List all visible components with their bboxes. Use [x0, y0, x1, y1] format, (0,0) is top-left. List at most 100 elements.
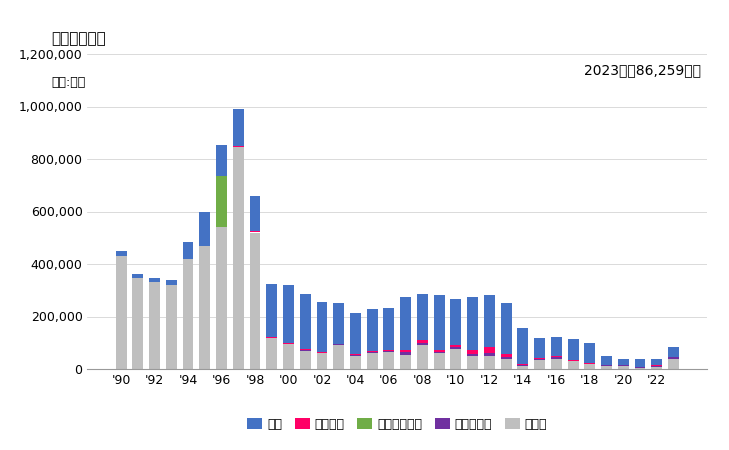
Bar — [182, 259, 193, 369]
Bar — [149, 279, 160, 283]
Bar — [333, 346, 344, 369]
Bar — [635, 368, 645, 369]
Bar — [166, 285, 176, 369]
Bar — [300, 294, 311, 349]
Bar — [518, 365, 529, 366]
Bar — [417, 294, 428, 340]
Bar — [182, 242, 193, 259]
Bar — [199, 246, 210, 369]
Bar — [216, 227, 227, 369]
Bar — [651, 359, 662, 365]
Bar — [417, 343, 428, 346]
Bar — [568, 338, 579, 360]
Bar — [216, 176, 227, 227]
Bar — [400, 351, 411, 352]
Bar — [551, 356, 562, 357]
Bar — [501, 303, 512, 354]
Bar — [484, 295, 495, 347]
Bar — [534, 358, 545, 359]
Text: 単位:平米: 単位:平米 — [51, 76, 85, 90]
Bar — [233, 109, 243, 146]
Bar — [651, 367, 662, 369]
Bar — [635, 359, 645, 367]
Bar — [316, 353, 327, 369]
Bar — [467, 356, 478, 369]
Bar — [484, 347, 495, 353]
Bar — [316, 302, 327, 351]
Bar — [551, 359, 562, 369]
Bar — [233, 147, 243, 369]
Bar — [585, 343, 596, 363]
Bar — [501, 354, 512, 357]
Bar — [166, 280, 176, 285]
Bar — [518, 366, 529, 369]
Bar — [434, 353, 445, 369]
Bar — [451, 345, 461, 347]
Bar — [367, 353, 378, 369]
Bar — [601, 356, 612, 365]
Bar — [451, 347, 461, 349]
Bar — [618, 359, 628, 365]
Bar — [585, 363, 596, 364]
Bar — [417, 340, 428, 343]
Bar — [568, 360, 579, 361]
Bar — [367, 352, 378, 353]
Bar — [350, 355, 361, 356]
Bar — [618, 366, 628, 369]
Bar — [434, 295, 445, 350]
Bar — [501, 359, 512, 369]
Bar — [484, 353, 495, 356]
Bar — [249, 196, 260, 231]
Bar — [199, 212, 210, 246]
Bar — [333, 343, 344, 344]
Bar — [518, 364, 529, 365]
Bar — [601, 366, 612, 369]
Bar — [350, 356, 361, 369]
Bar — [417, 346, 428, 369]
Bar — [300, 350, 311, 351]
Bar — [350, 354, 361, 355]
Bar — [350, 313, 361, 354]
Bar — [383, 308, 394, 350]
Bar — [383, 350, 394, 351]
Bar — [333, 344, 344, 346]
Bar — [367, 309, 378, 351]
Bar — [434, 352, 445, 353]
Bar — [283, 343, 294, 344]
Bar — [501, 357, 512, 359]
Bar — [249, 231, 260, 233]
Bar — [149, 283, 160, 369]
Bar — [451, 349, 461, 369]
Bar — [518, 328, 529, 364]
Bar — [484, 356, 495, 369]
Bar — [534, 338, 545, 358]
Bar — [585, 364, 596, 369]
Bar — [668, 357, 679, 359]
Bar — [383, 352, 394, 369]
Text: 2023年：86,259平米: 2023年：86,259平米 — [584, 63, 701, 77]
Bar — [551, 357, 562, 359]
Bar — [568, 361, 579, 369]
Legend: 中国, ベトナム, インドネシア, ミャンマー, その他: 中国, ベトナム, インドネシア, ミャンマー, その他 — [242, 413, 553, 436]
Bar — [668, 346, 679, 357]
Bar — [266, 337, 277, 338]
Text: 輸出量の推移: 輸出量の推移 — [51, 32, 106, 46]
Bar — [400, 355, 411, 369]
Bar — [534, 360, 545, 369]
Bar — [451, 299, 461, 345]
Bar — [116, 256, 127, 369]
Bar — [283, 285, 294, 343]
Bar — [400, 297, 411, 351]
Bar — [434, 350, 445, 352]
Bar — [333, 303, 344, 343]
Bar — [668, 359, 679, 369]
Bar — [300, 351, 311, 369]
Bar — [116, 251, 127, 256]
Bar — [233, 146, 243, 147]
Bar — [316, 351, 327, 353]
Bar — [651, 366, 662, 367]
Bar — [383, 351, 394, 352]
Bar — [534, 359, 545, 360]
Bar — [133, 274, 144, 279]
Bar — [551, 337, 562, 356]
